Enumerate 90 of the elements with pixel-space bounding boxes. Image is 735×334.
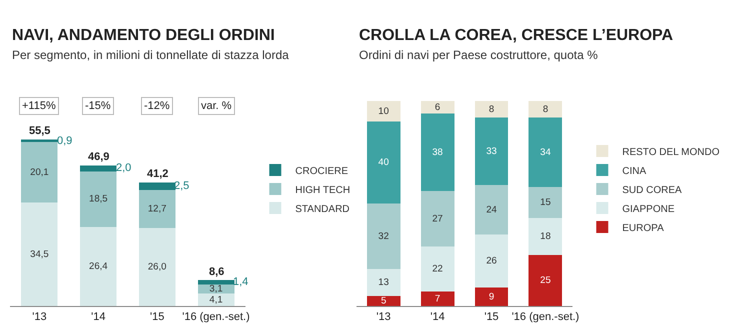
data-label: 4,1 [209,294,223,306]
data-label: 13 [378,277,389,288]
bar [366,296,400,306]
data-label: 6 [434,102,440,113]
bar [138,182,176,190]
legend-label: SUD COREA [622,184,682,196]
data-label: 33 [486,146,497,157]
data-label: 8 [488,104,494,115]
data-label: 26,0 [148,262,166,273]
x-tick-label: '13 [32,311,47,324]
chart-title: CROLLA LA COREA, CRESCE L’EUROPA [359,27,674,44]
data-label: 18,5 [89,194,108,205]
total-label: 46,9 [88,151,110,163]
bar [21,139,58,142]
bar [474,185,508,234]
data-label: 3,1 [209,284,223,295]
bar [528,218,562,255]
legend-label: RESTO DEL MONDO [622,146,720,158]
data-label: 26 [486,256,497,266]
total-label: 55,5 [29,125,50,137]
data-label: 40 [378,157,389,168]
data-label: 8 [542,104,548,115]
bar [21,142,58,202]
text: +115% [22,100,56,112]
data-label: 15 [540,197,551,208]
text: var. % [201,100,232,112]
data-label: 24 [486,204,498,216]
bar [366,269,400,296]
data-label: 26,4 [89,260,108,272]
x-tick-label: '15 [484,311,499,324]
data-label: 7 [434,293,440,304]
chart-title: NAVI, ANDAMENTO DEGLI ORDINI [12,27,275,44]
data-label: 2,0 [116,162,132,174]
bar [474,288,508,306]
bar [366,101,400,122]
data-label: 5 [380,295,386,306]
x-tick-label: '13 [376,311,391,324]
x-tick-label: '15 [150,311,164,324]
bar [366,122,400,204]
x-tick-label: '16 (gen.-set.) [182,311,250,324]
bar [80,226,117,306]
bar [198,294,234,306]
bar [138,190,176,228]
bar [21,202,58,306]
bar [474,101,508,118]
bar [420,292,454,306]
text: -15% [85,100,111,112]
bar [474,234,508,288]
bar [138,228,176,306]
x-tick-label: '14 [430,311,445,324]
total-label: 41,2 [147,168,168,180]
bar [474,117,508,186]
chart-subtitle: Ordini di navi per Paese costruttore, quota % [359,48,598,62]
bar [198,280,234,284]
bar [528,101,562,118]
bar [420,246,454,292]
data-label: 18 [540,230,551,242]
bar [528,117,562,188]
bar [420,101,454,114]
text: -12% [144,100,170,112]
data-label: 32 [378,230,389,242]
data-label: 34 [540,146,552,158]
legend-label: CROCIERE [295,166,348,177]
bar [80,165,117,172]
bar [80,171,117,227]
legend-label: STANDARD [295,204,350,215]
data-label: 34,5 [30,248,49,260]
x-tick-label: '16 (gen.-set.) [512,311,580,324]
data-label: 38 [432,146,443,158]
legend-label: GIAPPONE [622,204,675,215]
data-label: 0,9 [57,135,72,147]
legend-label: HIGH TECH [295,184,350,196]
data-label: 9 [488,291,494,302]
bar [528,187,562,218]
data-label: 25 [540,274,551,286]
data-label: 27 [432,213,443,224]
total-label: 8,6 [209,266,224,278]
chart-subtitle: Per segmento, in milioni di tonnellate di stazza lorda [12,48,290,62]
bar [420,113,454,192]
legend-label: EUROPA [622,222,664,234]
bar [528,254,562,306]
x-tick-label: '14 [91,311,106,324]
data-label: 12,7 [148,204,166,215]
legend-label: CINA [622,166,646,177]
data-label: 1,4 [233,276,248,288]
bar [420,191,454,247]
data-label: 22 [432,264,443,275]
data-label: 10 [378,106,389,117]
data-label: 20,1 [30,166,49,178]
bar [366,204,400,270]
